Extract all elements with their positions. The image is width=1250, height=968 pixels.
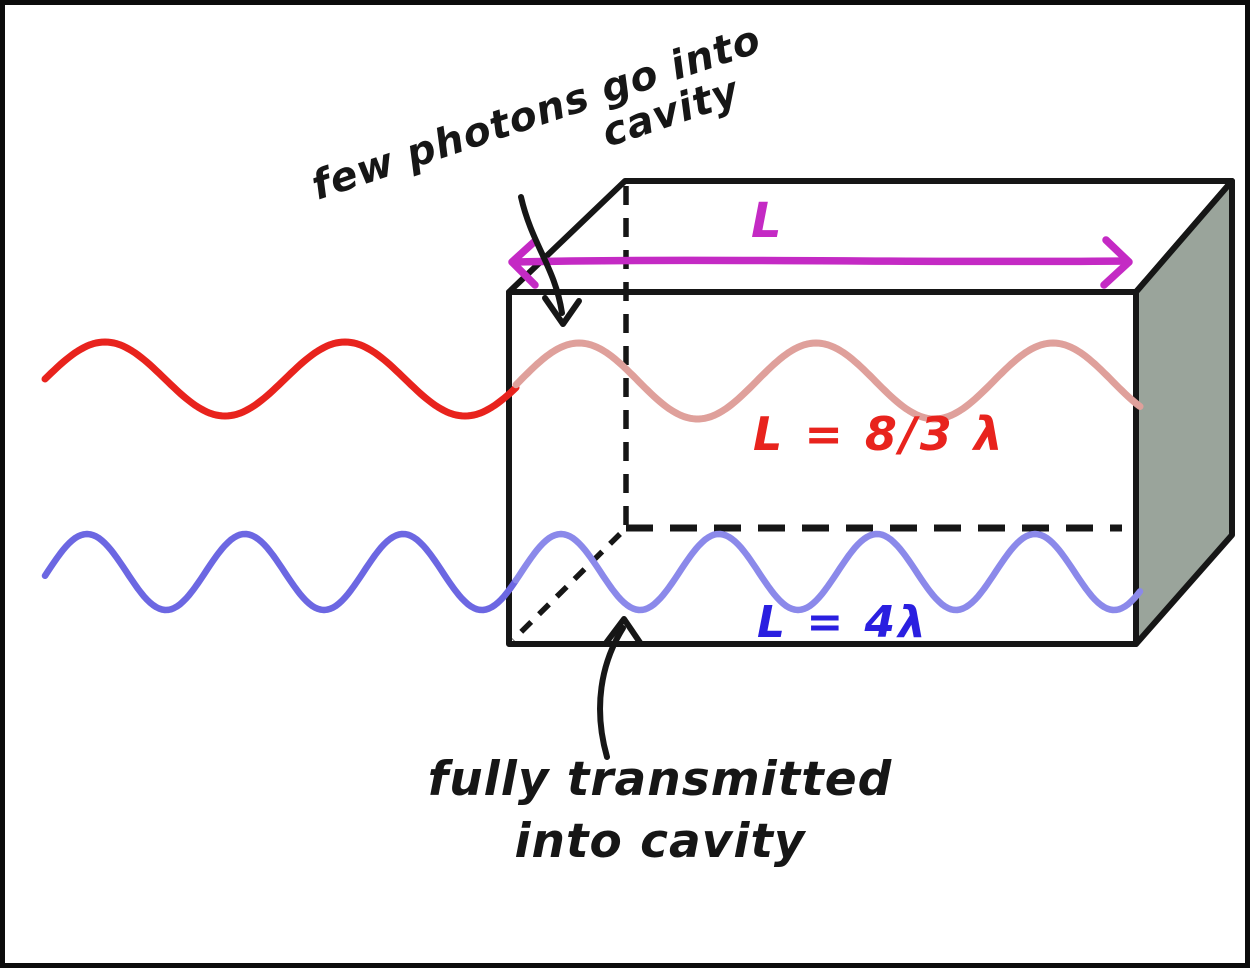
hidden-edge-diagonal (511, 532, 622, 642)
transmitted-arrow-shaft (597, 625, 626, 760)
cavity-drawing (41, 178, 1235, 760)
blue-wave-outside (41, 530, 520, 614)
length-arrow-head-left (508, 238, 539, 289)
transmitted-arrow-head (603, 616, 644, 647)
length-arrow-head-right (1100, 236, 1133, 289)
few-photons-arrow (518, 194, 582, 327)
red-wave-outside (41, 338, 520, 420)
cavity-length-label: L (751, 193, 782, 249)
bottom-note-line2: into cavity (514, 814, 806, 869)
red-wave-inside (512, 339, 1144, 423)
transmitted-arrow (597, 616, 644, 760)
blue-wave-inside (512, 530, 1144, 614)
cavity-top-face (506, 178, 1235, 295)
length-arrow-shaft (510, 256, 1131, 266)
bottom-note: fully transmitted into cavity (410, 749, 910, 873)
few-photons-arrow-head (542, 295, 582, 327)
few-photons-arrow-shaft (518, 194, 565, 316)
red-wave-relation-label: L = 8/3 λ (753, 407, 1006, 461)
length-arrow (508, 236, 1133, 289)
blue-wave-relation-label: L = 4λ (757, 597, 929, 648)
bottom-note-line1: fully transmitted (427, 752, 893, 807)
